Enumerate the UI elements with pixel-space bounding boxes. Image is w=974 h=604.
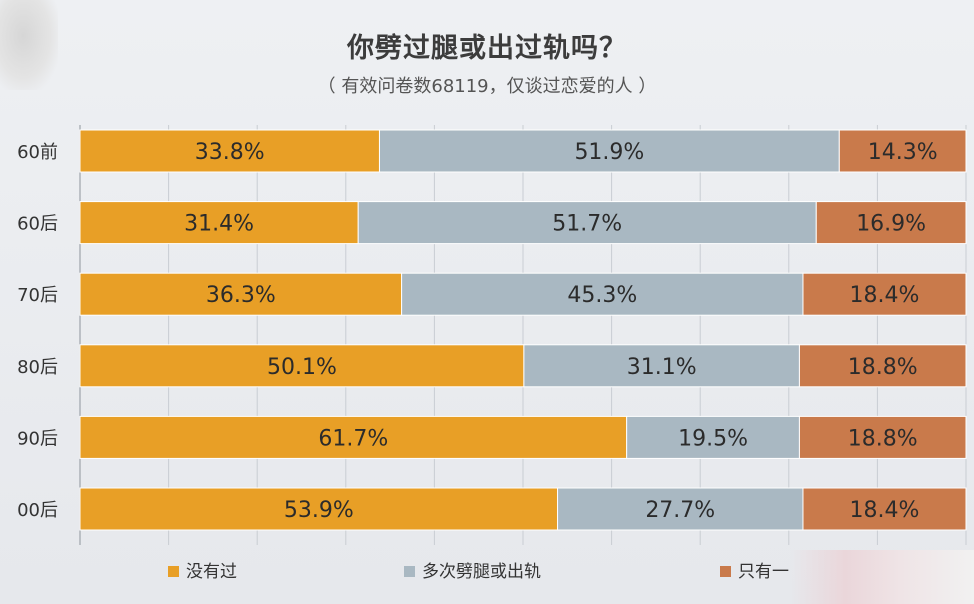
bar-segment	[79, 415, 628, 459]
bar-segment	[798, 415, 967, 459]
bar-segment	[523, 344, 800, 388]
bar-segment	[838, 129, 967, 173]
blurred-corner	[0, 0, 58, 90]
category-label: 80后	[17, 357, 58, 378]
category-label: 00后	[17, 500, 58, 521]
category-label: 70后	[17, 285, 58, 306]
bar-segment	[626, 415, 800, 459]
bar-segment	[357, 201, 817, 245]
data-label: 14.3%	[868, 140, 938, 165]
bar-segment	[79, 487, 559, 531]
data-label: 33.8%	[195, 140, 265, 165]
bar-segment	[79, 201, 359, 245]
bar-segment	[802, 487, 967, 531]
data-label: 61.7%	[318, 426, 388, 451]
data-label: 53.9%	[284, 498, 354, 523]
data-label: 18.8%	[848, 355, 918, 380]
data-label: 18.4%	[850, 498, 920, 523]
bar-segment	[798, 344, 967, 388]
bar-segment	[802, 272, 967, 316]
data-label: 45.3%	[567, 283, 637, 308]
data-label: 18.8%	[848, 426, 918, 451]
category-label: 60后	[17, 214, 58, 235]
bar-segment	[401, 272, 804, 316]
blurred-watermark	[790, 550, 974, 604]
chart-subtitle: （ 有效问卷数68119，仅谈过恋爱的人 ）	[317, 76, 657, 97]
bars-layer: 33.8% 51.9% 14.3% 31.4% 51.7% 16.9% 36.3% 45.3%…	[79, 129, 967, 531]
data-label: 51.9%	[574, 140, 644, 165]
legend-swatch	[168, 566, 179, 577]
data-label: 50.1%	[267, 355, 337, 380]
legend: 没有过 多次劈腿或出轨 只有一	[168, 562, 789, 582]
legend-swatch	[720, 566, 731, 577]
data-label: 18.4%	[850, 283, 920, 308]
bar-segment	[79, 344, 525, 388]
legend-label: 没有过	[186, 562, 237, 582]
legend-swatch	[404, 566, 415, 577]
category-label: 90后	[17, 428, 58, 449]
category-labels: 60前 60后 70后 80后 90后 00后	[17, 142, 58, 521]
data-label: 31.4%	[184, 212, 254, 237]
data-label: 27.7%	[645, 498, 715, 523]
data-label: 31.1%	[627, 355, 697, 380]
category-label: 60前	[17, 142, 58, 163]
bar-segment	[815, 201, 967, 245]
grid-lines	[79, 125, 967, 545]
chart-title: 你劈过腿或出过轨吗？	[347, 33, 627, 64]
legend-label: 多次劈腿或出轨	[422, 562, 541, 582]
data-label: 51.7%	[552, 212, 622, 237]
data-label: 19.5%	[678, 426, 748, 451]
legend-label: 只有一	[738, 562, 789, 582]
bar-segment	[79, 129, 380, 173]
data-label: 36.3%	[206, 283, 276, 308]
data-label: 16.9%	[856, 212, 926, 237]
